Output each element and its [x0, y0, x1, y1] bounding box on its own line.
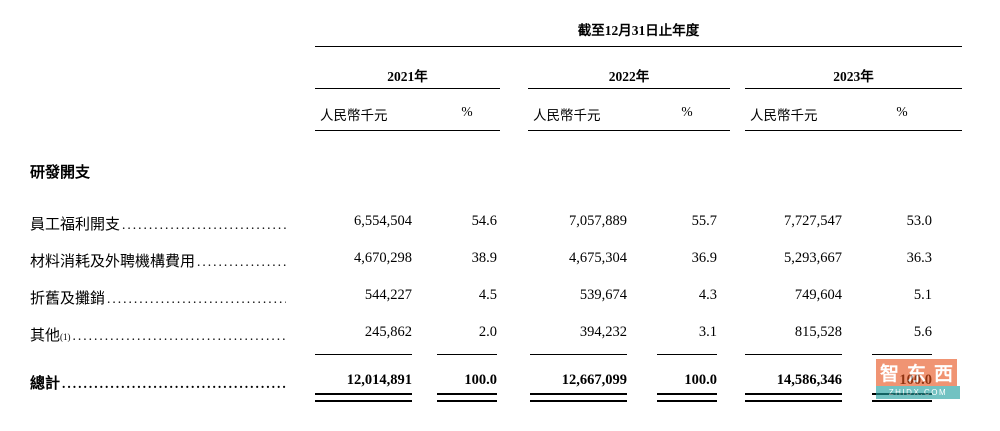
total-double-rule	[530, 393, 627, 402]
subheader-underline-2021	[315, 130, 500, 131]
dot-leader	[197, 254, 286, 270]
pct-2022: 36.9	[691, 250, 717, 266]
subtotal-rule	[657, 354, 717, 355]
total-amount-2022: 12,667,099	[561, 372, 627, 388]
subtotal-rule	[530, 354, 627, 355]
amount-2022: 394,232	[579, 324, 627, 340]
pct-2021: 2.0	[478, 324, 497, 340]
pct-header-2021: %	[461, 104, 473, 119]
watermark-logo: 智 东 西 ZHIDX.COM	[876, 359, 960, 399]
amount-2021: 544,227	[364, 287, 412, 303]
year-underline-2022	[528, 88, 730, 89]
total-double-rule	[657, 393, 717, 402]
subtotal-rule	[437, 354, 497, 355]
pct-header-2023: %	[896, 104, 908, 119]
year-underline-2023	[745, 88, 962, 89]
period-header: 截至12月31日止年度	[577, 23, 700, 38]
total-pct-2022: 100.0	[684, 372, 717, 388]
pct-2021: 38.9	[471, 250, 497, 266]
year-underline-2021	[315, 88, 500, 89]
pct-2021: 54.6	[471, 213, 497, 229]
pct-2022: 55.7	[691, 213, 717, 229]
total-amount-2021: 12,014,891	[346, 372, 412, 388]
watermark-tiles: 智 东 西	[876, 359, 960, 386]
amount-2021: 4,670,298	[354, 250, 412, 266]
year-header-2022: 2022年	[608, 69, 650, 84]
total-row: 總計 12,014,891 100.0 12,667,099 100.0 14,…	[0, 372, 1000, 392]
total-double-rule	[315, 393, 412, 402]
amount-2022: 7,057,889	[569, 213, 627, 229]
amount-2023: 7,727,547	[784, 213, 842, 229]
watermark-subtext: ZHIDX.COM	[876, 386, 960, 399]
table-row: 材料消耗及外聘機構費用 4,670,298 38.9 4,675,304 36.…	[0, 250, 1000, 270]
pct-2023: 36.3	[906, 250, 932, 266]
row-label: 員工福利開支	[30, 213, 286, 234]
table-row: 折舊及攤銷 544,227 4.5 539,674 4.3 749,604 5.…	[0, 287, 1000, 307]
period-underline	[315, 46, 962, 47]
row-label: 其他 (1)	[30, 324, 286, 345]
pct-2023: 53.0	[906, 213, 932, 229]
pct-2022: 4.3	[698, 287, 717, 303]
subtotal-rule	[745, 354, 842, 355]
pct-2023: 5.1	[913, 287, 932, 303]
amount-2023: 5,293,667	[784, 250, 842, 266]
total-label: 總計	[30, 372, 286, 393]
amount-2023: 749,604	[794, 287, 842, 303]
year-header-2023: 2023年	[833, 69, 874, 84]
total-amount-2023: 14,586,346	[776, 372, 842, 388]
pct-2023: 5.6	[913, 324, 932, 340]
subtotal-rule	[872, 354, 932, 355]
subtotal-rule	[315, 354, 412, 355]
pct-2021: 4.5	[478, 287, 497, 303]
dot-leader	[107, 291, 286, 307]
subheader-underline-2023	[745, 130, 962, 131]
dot-leader	[73, 328, 286, 344]
table-row: 其他(1) 245,862 2.0 394,232 3.1 815,528 5.…	[0, 324, 1000, 344]
total-double-rule	[437, 393, 497, 402]
amount-unit-header-2021: 人民幣千元	[320, 108, 388, 123]
amount-unit-header-2022: 人民幣千元	[533, 108, 601, 123]
pct-header-2022: %	[681, 104, 693, 119]
dot-leader	[62, 376, 286, 392]
subheader-underline-2022	[528, 130, 730, 131]
amount-2021: 245,862	[364, 324, 412, 340]
watermark-char: 智	[876, 359, 903, 386]
amount-2022: 539,674	[579, 287, 627, 303]
watermark-char: 东	[903, 359, 930, 386]
section-header: 研發開支	[30, 165, 91, 181]
amount-2023: 815,528	[794, 324, 842, 340]
table-row: 員工福利開支 6,554,504 54.6 7,057,889 55.7 7,7…	[0, 213, 1000, 233]
pct-2022: 3.1	[698, 324, 717, 340]
amount-2021: 6,554,504	[354, 213, 412, 229]
amount-2022: 4,675,304	[569, 250, 627, 266]
total-pct-2021: 100.0	[464, 372, 497, 388]
row-label: 折舊及攤銷	[30, 287, 286, 308]
year-header-2021: 2021年	[387, 69, 428, 84]
dot-leader	[122, 217, 286, 233]
total-double-rule	[745, 393, 842, 402]
watermark-char: 西	[930, 359, 957, 386]
row-label: 材料消耗及外聘機構費用	[30, 250, 286, 271]
amount-unit-header-2023: 人民幣千元	[750, 108, 818, 123]
